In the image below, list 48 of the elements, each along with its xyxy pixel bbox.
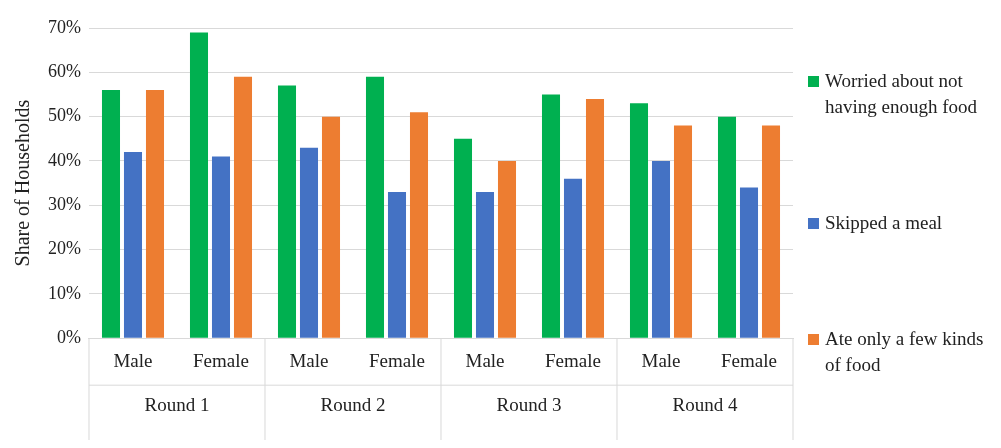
legend-label: Skipped a meal [825,211,943,235]
y-tick-label: 30% [47,193,81,214]
bar [123,152,143,338]
text: Round 1 [144,394,210,416]
legend-label: Worried about not having enough food [825,69,978,119]
y-tick-label: 40% [47,149,81,170]
bar [585,98,605,338]
x-tick-label: Female [193,349,249,371]
text: Round 4 [672,394,738,416]
y-tick-label: 60% [47,61,81,82]
bar [497,160,517,338]
y-tick-label: 20% [47,238,81,259]
bar [233,76,253,338]
text: Round 2 [320,394,386,416]
bar [387,191,407,338]
bar [299,147,319,338]
y-tick-label: 0% [56,326,81,347]
y-tick-label: 10% [47,282,81,303]
bar [365,76,385,338]
bar [211,156,231,338]
bar [739,187,759,338]
bar [145,90,165,338]
bar [101,90,121,338]
text: Round 3 [496,394,562,416]
bar [409,112,429,338]
y-axis-title: Share of Households [11,99,34,267]
x-tick-label: Female [721,349,777,371]
legend-label: Ate only a few kinds of food [825,327,985,377]
x-tick-label: Male [641,349,681,371]
bar [541,94,561,338]
y-tick-label: 50% [47,105,81,126]
bar [453,138,473,338]
bar [629,103,649,338]
bar [651,160,671,338]
bar [673,125,693,338]
x-tick-label: Female [545,349,601,371]
bar [321,116,341,338]
bar [563,178,583,338]
x-tick-label: Male [113,349,153,371]
x-tick-label: Male [465,349,505,371]
bar [277,85,297,338]
bar [717,116,737,338]
bar [761,125,781,338]
y-tick-label: 70% [47,16,81,37]
x-tick-label: Male [289,349,329,371]
bar [189,32,209,338]
x-tick-label: Female [369,349,425,371]
bar [475,191,495,338]
